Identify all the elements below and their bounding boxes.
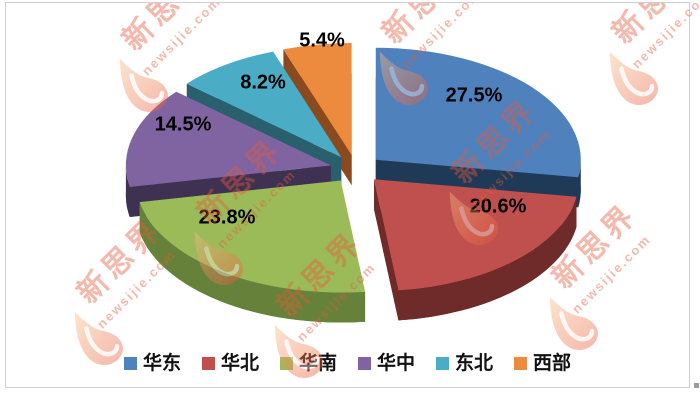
slice-top	[375, 47, 581, 178]
pie-slice-华南[interactable]	[139, 180, 366, 323]
slice-top	[125, 91, 331, 188]
slice-top	[186, 51, 342, 158]
legend-swatch	[514, 357, 528, 370]
chart-plot-area: 27.5% 20.6% 23.8% 14.5% 8.2% 5.4% 华东 华北 华南 华中 东北 西…	[5, 2, 700, 388]
legend-label: 华南	[298, 353, 337, 374]
legend-item-西部[interactable]: 西部	[514, 354, 571, 373]
data-label: 8.2%	[240, 71, 286, 93]
legend-swatch	[436, 357, 450, 370]
legend-item-东北[interactable]: 东北	[436, 354, 493, 373]
legend-item-华东[interactable]: 华东	[123, 353, 181, 374]
slice-rim	[139, 202, 366, 323]
pie-chart: 27.5% 20.6% 23.8% 14.5% 8.2% 5.4%	[125, 29, 581, 323]
slice-rim	[125, 165, 130, 218]
legend-swatch	[123, 357, 137, 370]
legend-label: 华中	[377, 353, 416, 374]
legend-swatch	[358, 357, 371, 370]
resize-handle-dot[interactable]	[694, 383, 699, 388]
legend-label: 华北	[220, 353, 259, 374]
data-label: 23.8%	[199, 206, 256, 228]
legend-label: 东北	[455, 353, 494, 374]
data-label: 5.4%	[299, 29, 345, 51]
legend-item-华北[interactable]: 华北	[201, 353, 259, 374]
legend-item-华南[interactable]: 华南	[279, 353, 337, 374]
slice-top	[139, 180, 366, 293]
slice-top	[283, 42, 352, 155]
data-label: 14.5%	[155, 113, 212, 135]
data-label: 27.5%	[446, 84, 503, 106]
legend-swatch	[279, 357, 293, 370]
legend-label: 华东	[142, 353, 181, 374]
slice-rim	[398, 196, 577, 321]
slice-cut-face	[374, 179, 399, 321]
legend-item-华中[interactable]: 华中	[358, 354, 415, 373]
slice-rim	[578, 159, 581, 208]
data-label: 20.6%	[470, 195, 527, 217]
chart-legend: 华东 华北 华南 华中 东北 西部	[6, 354, 689, 373]
legend-label: 西部	[533, 353, 572, 374]
legend-swatch	[201, 357, 215, 370]
